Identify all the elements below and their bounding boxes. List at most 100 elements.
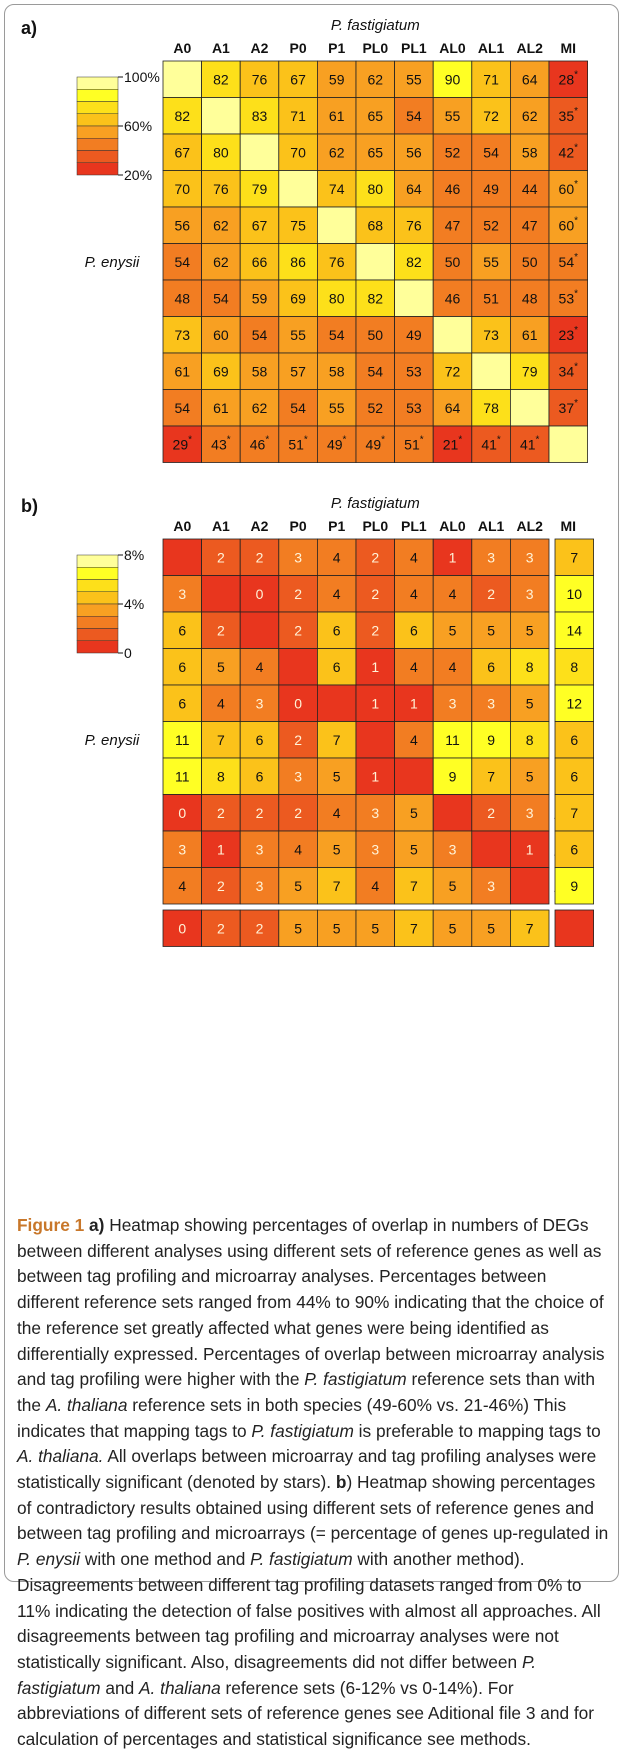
a-cell-label: 41* [520, 434, 540, 452]
b-heatmap-cell [201, 757, 241, 795]
b-cell-label: 6 [256, 768, 264, 784]
b-legend-label: 4% [124, 596, 144, 612]
a-cell-label: 35* [559, 106, 579, 124]
b-cell-label: 1 [371, 768, 379, 784]
b-cell-label: 3 [371, 805, 379, 821]
a-heatmap-cell [278, 206, 318, 244]
a-cell-label: 23* [559, 325, 579, 343]
b-heatmap-cell [201, 611, 241, 649]
b-heatmap-cell [355, 538, 395, 576]
a-heatmap-cell [162, 279, 202, 317]
a-cell-label: 61 [213, 400, 229, 416]
a-heatmap-cell [355, 279, 395, 317]
a-heatmap-cell [162, 133, 202, 171]
b-heatmap-cell [554, 611, 594, 649]
b-heatmap-cell [355, 757, 395, 795]
a-heatmap-cell [278, 425, 318, 463]
a-cell-label: 60* [559, 215, 579, 233]
caption-a-it2: A. thaliana [45, 1394, 128, 1415]
a-cell-label: 55 [483, 254, 499, 270]
a-cell-label: 52 [483, 217, 499, 233]
b-heatmap-cell [471, 648, 511, 686]
a-cell-label: 60 [213, 327, 229, 343]
a-heatmap-cell [509, 243, 550, 281]
a-side-label: P. enysii [85, 254, 140, 271]
a-heatmap-cell [355, 316, 395, 354]
b-cell-label: 2 [487, 805, 495, 821]
a-cell-label: 52 [445, 144, 461, 160]
a-col-label: A1 [212, 40, 230, 56]
a-legend-swatch [76, 113, 119, 127]
a-cell-label: 58 [522, 144, 538, 160]
a-cell-label: 46 [445, 181, 461, 197]
b-heatmap-cell [355, 909, 395, 947]
b-legend-swatch [76, 567, 119, 580]
b-panel-label: b) [21, 496, 38, 516]
a-cell-label: 72 [445, 363, 461, 379]
b-legend-swatch [76, 603, 119, 617]
a-heatmap-cell [201, 206, 241, 244]
b-heatmap-cell [355, 794, 395, 832]
b-cell-label: 5 [526, 695, 534, 711]
b-heatmap-cell [316, 757, 357, 795]
a-heatmap-cell [355, 243, 395, 281]
b-heatmap-cell [394, 575, 434, 613]
a-cell-label: 79 [522, 363, 538, 379]
b-heatmap-cell [554, 909, 594, 947]
caption-b-text1: ) Heatmap showing percentages of contrad… [17, 1472, 609, 1544]
b-legend-swatch [76, 628, 119, 641]
b-cell-label: 5 [294, 878, 302, 894]
b-cell-label: 5 [487, 622, 495, 638]
a-heatmap-cell [394, 206, 434, 244]
b-cell-label: 4 [256, 659, 264, 675]
b-cell-label: 5 [217, 659, 225, 675]
b-cell-label: 7 [333, 878, 341, 894]
b-heatmap-cell [278, 909, 318, 947]
b-heatmap-cell [201, 648, 241, 686]
a-heatmap-cell [548, 425, 588, 463]
b-cell-label: 1 [371, 695, 379, 711]
a-col-label: AL1 [478, 40, 505, 56]
b-cell-label: 11 [175, 768, 190, 784]
a-heatmap-cell [201, 170, 241, 208]
b-cell-label: 3 [487, 695, 495, 711]
a-cell-label: 49* [327, 434, 347, 452]
caption-figure-label: Figure 1 [17, 1215, 85, 1235]
a-heatmap-cell [355, 389, 395, 427]
a-cell-label: 55 [329, 400, 345, 416]
a-heatmap-cell [394, 97, 434, 135]
b-heatmap-cell [316, 794, 357, 832]
b-cell-label: 3 [294, 768, 302, 784]
b-heatmap-cell [316, 684, 357, 722]
a-legend-swatch [76, 76, 119, 90]
b-cell-label: 3 [256, 878, 264, 894]
b-col-label: PL0 [362, 518, 388, 534]
a-cell-label: 64 [406, 181, 422, 197]
a-cell-label: 62 [252, 400, 268, 416]
b-heatmap-cell [394, 684, 434, 722]
a-legend-label: 20% [124, 167, 152, 183]
a-legend-label: 60% [124, 118, 152, 134]
b-top-label: P. fastigiatum [331, 495, 420, 512]
a-top-label: P. fastigiatum [331, 17, 420, 34]
a-cell-label: 54 [483, 144, 499, 160]
a-cell-label: 50 [445, 254, 461, 270]
a-cell-label: 78 [483, 400, 499, 416]
b-cell-label: 2 [294, 805, 302, 821]
b-cell-label: 3 [449, 695, 457, 711]
b-heatmap-cell [355, 721, 395, 759]
a-cell-label: 82 [368, 290, 384, 306]
b-cell-label: 2 [217, 878, 225, 894]
a-cell-label: 71 [290, 108, 306, 124]
a-heatmap-cell [355, 206, 395, 244]
b-heatmap-cell [201, 909, 241, 947]
a-cell-label: 70 [290, 144, 306, 160]
b-cell-label: 0 [178, 805, 186, 821]
b-heatmap-cell [432, 867, 473, 905]
b-heatmap-cell [509, 575, 550, 613]
a-heatmap-cell [548, 243, 588, 281]
a-heatmap-cell [471, 352, 511, 390]
b-heatmap-cell [239, 611, 280, 649]
b-cell-label: 6 [178, 659, 186, 675]
a-heatmap-cell [548, 170, 588, 208]
